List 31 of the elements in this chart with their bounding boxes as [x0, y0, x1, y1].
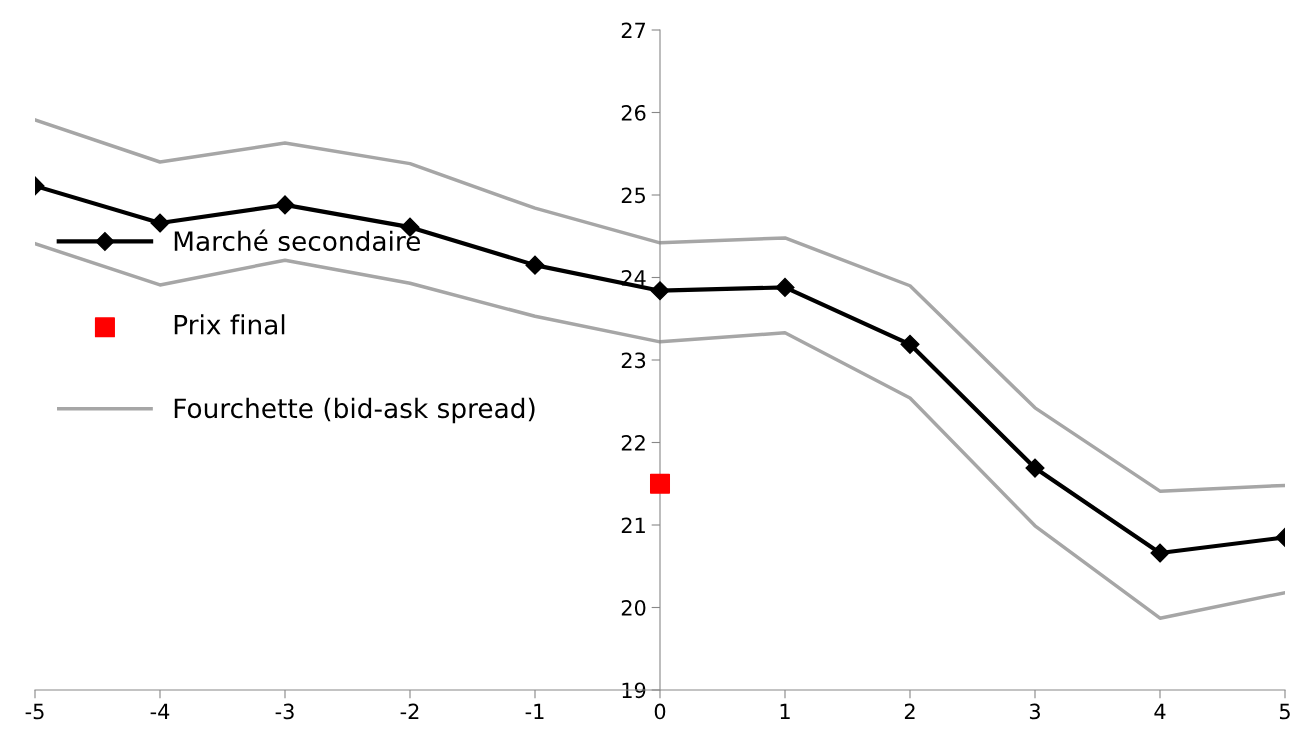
- y-tick-label: 26: [621, 104, 646, 121]
- point: [1150, 543, 1170, 563]
- y-tick-label: 23: [621, 352, 646, 369]
- x-tick-label: 1: [780, 703, 790, 720]
- x-tick-label: -3: [275, 703, 294, 720]
- point: [775, 277, 795, 297]
- x-tick-label: 4: [1154, 703, 1166, 720]
- point: [649, 473, 671, 494]
- point: [900, 334, 920, 354]
- legend-label: Prix final: [174, 314, 285, 335]
- y-tick-label: 21: [621, 517, 645, 533]
- y-tick-label: 27: [621, 22, 646, 38]
- point: [275, 195, 295, 215]
- x-tick-label: -5: [25, 703, 44, 720]
- x-tick-label: 5: [1279, 703, 1290, 720]
- y-tick-label: 25: [621, 187, 645, 204]
- y-tick-label: 20: [621, 599, 646, 616]
- point: [1025, 458, 1045, 478]
- x-tick-label: 3: [1029, 703, 1040, 720]
- legend-label: Fourchette (bid-ask spread): [174, 397, 535, 424]
- x-tick-label: 2: [904, 703, 915, 720]
- y-tick-label: 22: [621, 434, 645, 451]
- point: [150, 213, 170, 233]
- x-tick-label: -1: [525, 703, 544, 720]
- legend-label: Marché secondaire: [174, 229, 420, 252]
- y-tick-label: 19: [622, 682, 646, 699]
- point: [650, 281, 670, 301]
- x-tick-label: 0: [654, 703, 666, 720]
- point: [525, 255, 545, 275]
- x-tick-label: -2: [400, 703, 419, 720]
- x-tick-label: -4: [150, 703, 170, 720]
